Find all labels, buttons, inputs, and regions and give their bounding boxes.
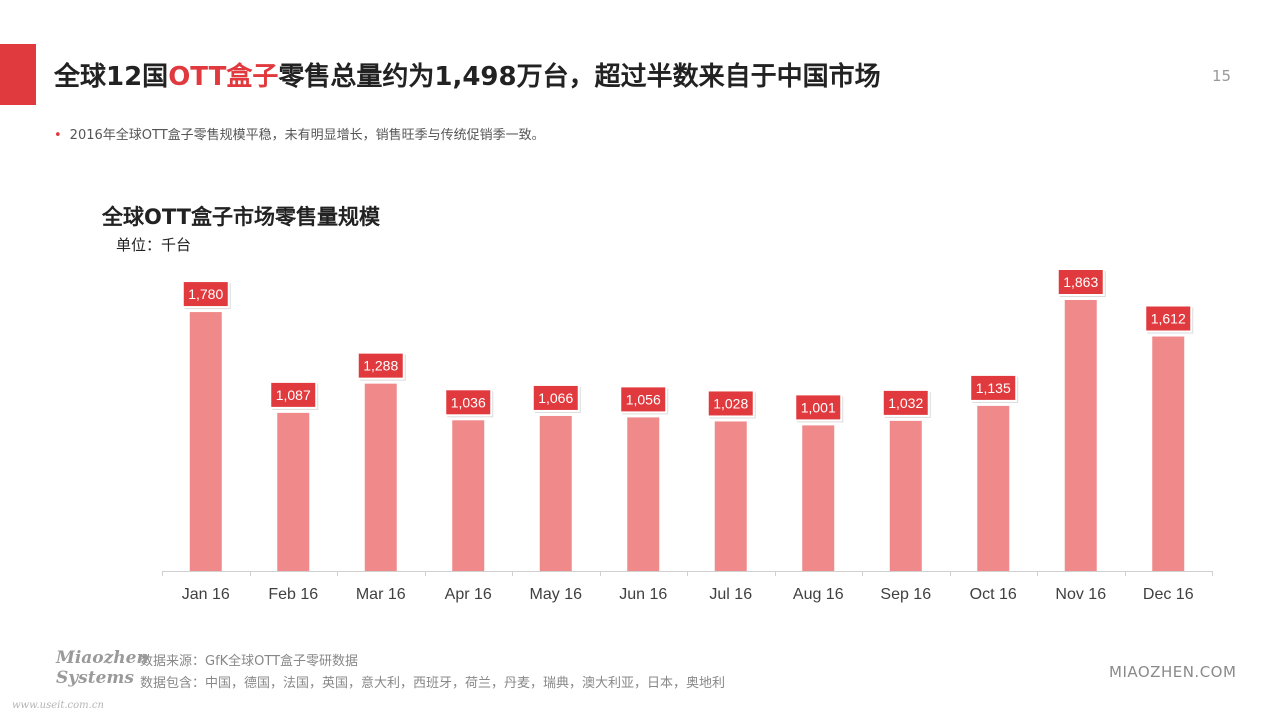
x-tick-label: Aug 16 xyxy=(793,586,844,603)
bar xyxy=(1152,336,1185,571)
brand-url: MIAOZHEN.COM xyxy=(1109,663,1237,681)
value-label-box xyxy=(619,385,668,414)
bar xyxy=(889,420,922,571)
x-tick-label: Oct 16 xyxy=(970,586,1017,603)
bar xyxy=(627,417,660,571)
miaozhen-logo: Miaozhen Systems xyxy=(56,648,149,688)
x-tick-label: Feb 16 xyxy=(268,586,318,603)
bar xyxy=(364,383,397,571)
title-accent-block xyxy=(0,44,36,105)
value-label-box xyxy=(794,393,843,422)
chart-unit-label: 单位：千台 xyxy=(116,236,192,254)
value-label: 1,135 xyxy=(976,380,1011,396)
value-label-box xyxy=(269,380,318,409)
value-label: 1,032 xyxy=(888,395,923,411)
x-tick-label: Jan 16 xyxy=(182,586,230,603)
title-highlight: OTT盒子 xyxy=(168,62,279,92)
source-line-1: 数据来源：GfK全球OTT盒子零研数据 xyxy=(140,654,359,669)
title-part-3: 零售总量约为1,498万台，超过半数来自于中国市场 xyxy=(278,62,881,92)
value-label-box xyxy=(1144,304,1193,333)
value-label-box xyxy=(531,383,580,412)
bar xyxy=(714,421,747,571)
x-tick-label: Nov 16 xyxy=(1055,586,1106,603)
value-label: 1,001 xyxy=(801,399,836,415)
value-label-box xyxy=(356,351,405,380)
x-tick-label: Jun 16 xyxy=(619,586,667,603)
value-label: 1,056 xyxy=(626,391,661,407)
bar xyxy=(189,312,222,571)
value-label: 1,028 xyxy=(713,395,748,411)
page-number: 15 xyxy=(1212,67,1232,85)
value-label: 1,066 xyxy=(538,390,573,406)
x-tick-label: Dec 16 xyxy=(1143,586,1194,603)
value-label-box xyxy=(706,389,755,418)
x-tick-label: Apr 16 xyxy=(445,586,492,603)
source-line-2: 数据包含：中国，德国，法国，英国，意大利，西班牙，荷兰，丹麦，瑞典，澳大利亚，日… xyxy=(140,676,726,691)
summary-text: 2016年全球OTT盒子零售规模平稳，未有明显增长，销售旺季与传统促销季一致。 xyxy=(69,128,545,143)
value-label-box xyxy=(969,373,1018,402)
x-tick-label: May 16 xyxy=(530,586,583,603)
chart-title: 全球OTT盒子市场零售量规模 xyxy=(102,205,380,229)
bar xyxy=(977,405,1010,571)
value-label-box xyxy=(881,388,930,417)
watermark: www.useit.com.cn xyxy=(12,700,104,711)
value-label: 1,288 xyxy=(363,358,398,374)
value-label: 1,036 xyxy=(451,394,486,410)
logo-line-1: Miaozhen xyxy=(56,648,149,668)
bar xyxy=(452,420,485,571)
bullet-dot: • xyxy=(54,128,62,143)
slide-title: 全球12国OTT盒子零售总量约为1,498万台，超过半数来自于中国市场 xyxy=(54,56,881,93)
bar xyxy=(1064,300,1097,571)
bar xyxy=(277,412,310,571)
value-label: 1,780 xyxy=(188,286,223,302)
value-label: 1,612 xyxy=(1151,311,1186,327)
x-tick-label: Mar 16 xyxy=(356,586,406,603)
logo-line-2: Systems xyxy=(56,668,134,688)
value-label-box xyxy=(444,388,493,417)
x-tick-label: Jul 16 xyxy=(709,586,752,603)
summary-bullet: • 2016年全球OTT盒子零售规模平稳，未有明显增长，销售旺季与传统促销季一致。 xyxy=(54,124,545,143)
value-label: 1,087 xyxy=(276,387,311,403)
value-label-box xyxy=(181,280,230,309)
value-label-box xyxy=(1056,268,1105,296)
value-label: 1,863 xyxy=(1063,274,1098,290)
x-tick-label: Sep 16 xyxy=(880,586,931,603)
bar xyxy=(802,425,835,571)
title-part-1: 全球12国 xyxy=(54,62,169,92)
bar xyxy=(539,415,572,571)
